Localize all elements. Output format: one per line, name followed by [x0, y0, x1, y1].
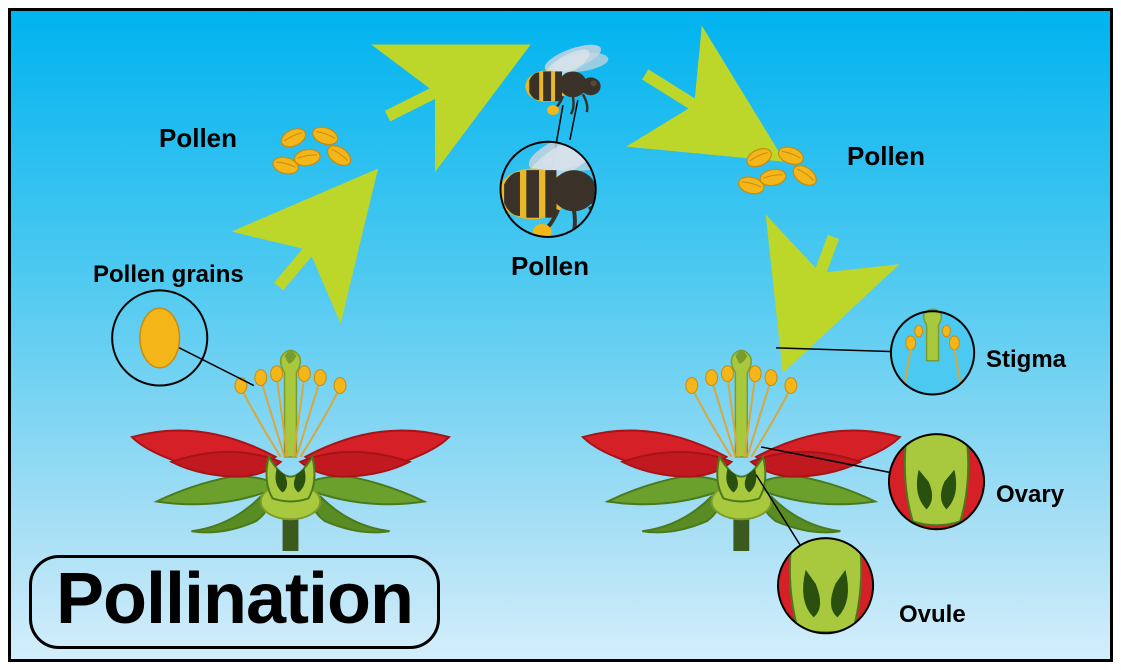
- pollen-cluster-left: [271, 124, 354, 177]
- diagram-frame: Pollen Pollen Pollen Pollen grains Stigm…: [8, 8, 1113, 662]
- callout-ovary: [889, 434, 984, 529]
- label-ovule: Ovule: [899, 601, 966, 629]
- callout-ovule: [778, 538, 873, 633]
- title-box: Pollination: [29, 555, 440, 649]
- label-stigma: Stigma: [986, 346, 1066, 374]
- label-pollen-left: Pollen: [159, 123, 237, 154]
- callout-stigma: [891, 309, 974, 394]
- label-ovary: Ovary: [996, 481, 1064, 509]
- label-pollen-bee: Pollen: [511, 251, 589, 282]
- pollen-cluster-right: [737, 144, 820, 197]
- diagram-title: Pollination: [56, 559, 413, 639]
- label-pollen-right: Pollen: [847, 141, 925, 172]
- label-pollen-grains: Pollen grains: [93, 261, 244, 289]
- bee-icon: [525, 39, 609, 115]
- callout-pollen-grain: [112, 290, 207, 385]
- flower-right: [583, 350, 900, 551]
- callout-bee-zoom: [498, 118, 633, 240]
